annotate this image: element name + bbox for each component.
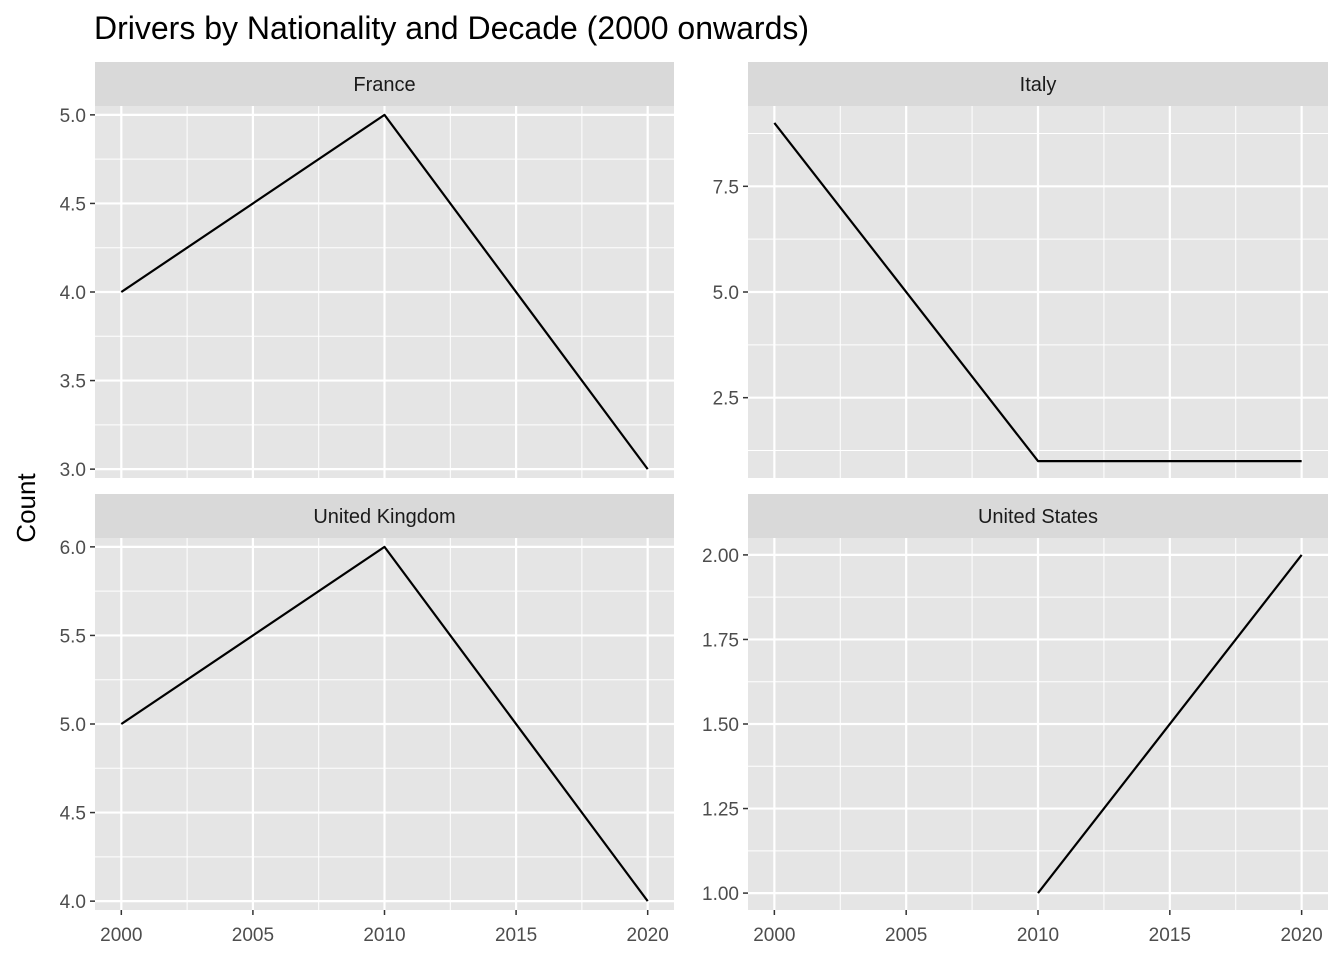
- x-tick-label: 2015: [495, 925, 537, 946]
- y-tick-label: 3.5: [60, 372, 86, 393]
- y-tick-label: 2.5: [713, 389, 739, 410]
- facet-panel: United States 1.00 1.25 1.50 1.75 2.00 2000 200…: [702, 494, 1328, 946]
- facet-panel: United Kingdom 4.0 4.5 5.0 5.5 6.0 2000 2005 201…: [60, 494, 674, 946]
- facet-strip-label: United States: [978, 506, 1098, 528]
- facet-strip: [95, 494, 674, 538]
- y-tick-label: 1.25: [702, 800, 739, 821]
- facet-strip-label: Italy: [1020, 74, 1057, 96]
- series-line: [120, 113, 649, 470]
- x-tick-label: 2000: [753, 925, 795, 946]
- facet-panel: France 3.0 3.5 4.0 4.5 5.0: [60, 62, 674, 481]
- x-tick-label: 2015: [1149, 925, 1191, 946]
- x-tick-label: 2010: [1017, 925, 1059, 946]
- series-line: [773, 122, 1302, 463]
- chart-title: Drivers by Nationality and Decade (2000 …: [94, 10, 809, 46]
- y-tick-label: 2.00: [702, 546, 739, 567]
- y-tick-label: 5.0: [60, 715, 86, 736]
- series-line: [1037, 554, 1303, 894]
- facet-strip-label: United Kingdom: [313, 506, 455, 528]
- y-tick-label: 1.50: [702, 715, 739, 736]
- y-tick-label: 4.5: [60, 804, 86, 825]
- facet-panels: France 3.0 3.5 4.0 4.5 5.0 Italy 2.5 5.0 7.5 Unite…: [60, 62, 1328, 946]
- series-line: [120, 545, 649, 902]
- y-tick-label: 4.0: [60, 892, 86, 913]
- y-tick-label: 5.5: [60, 626, 86, 647]
- facet-strip-label: France: [353, 74, 415, 96]
- y-tick-label: 1.00: [702, 884, 739, 905]
- x-tick-label: 2020: [627, 925, 669, 946]
- x-tick-label: 2020: [1280, 925, 1322, 946]
- y-tick-label: 5.0: [60, 106, 86, 127]
- y-tick-label: 5.0: [713, 283, 739, 304]
- facet-panel: Italy 2.5 5.0 7.5: [713, 62, 1328, 478]
- facet-strip: [748, 494, 1328, 538]
- y-axis-label: Count: [11, 473, 41, 543]
- facet-strip: [748, 62, 1328, 106]
- y-tick-label: 1.75: [702, 630, 739, 651]
- x-tick-label: 2000: [100, 925, 142, 946]
- y-tick-label: 7.5: [713, 177, 739, 198]
- y-tick-label: 6.0: [60, 538, 86, 559]
- x-tick-label: 2005: [232, 925, 274, 946]
- x-tick-label: 2010: [363, 925, 405, 946]
- y-tick-label: 4.5: [60, 194, 86, 215]
- y-tick-label: 3.0: [60, 460, 86, 481]
- y-tick-label: 4.0: [60, 283, 86, 304]
- x-tick-label: 2005: [885, 925, 927, 946]
- facet-strip: [95, 62, 674, 106]
